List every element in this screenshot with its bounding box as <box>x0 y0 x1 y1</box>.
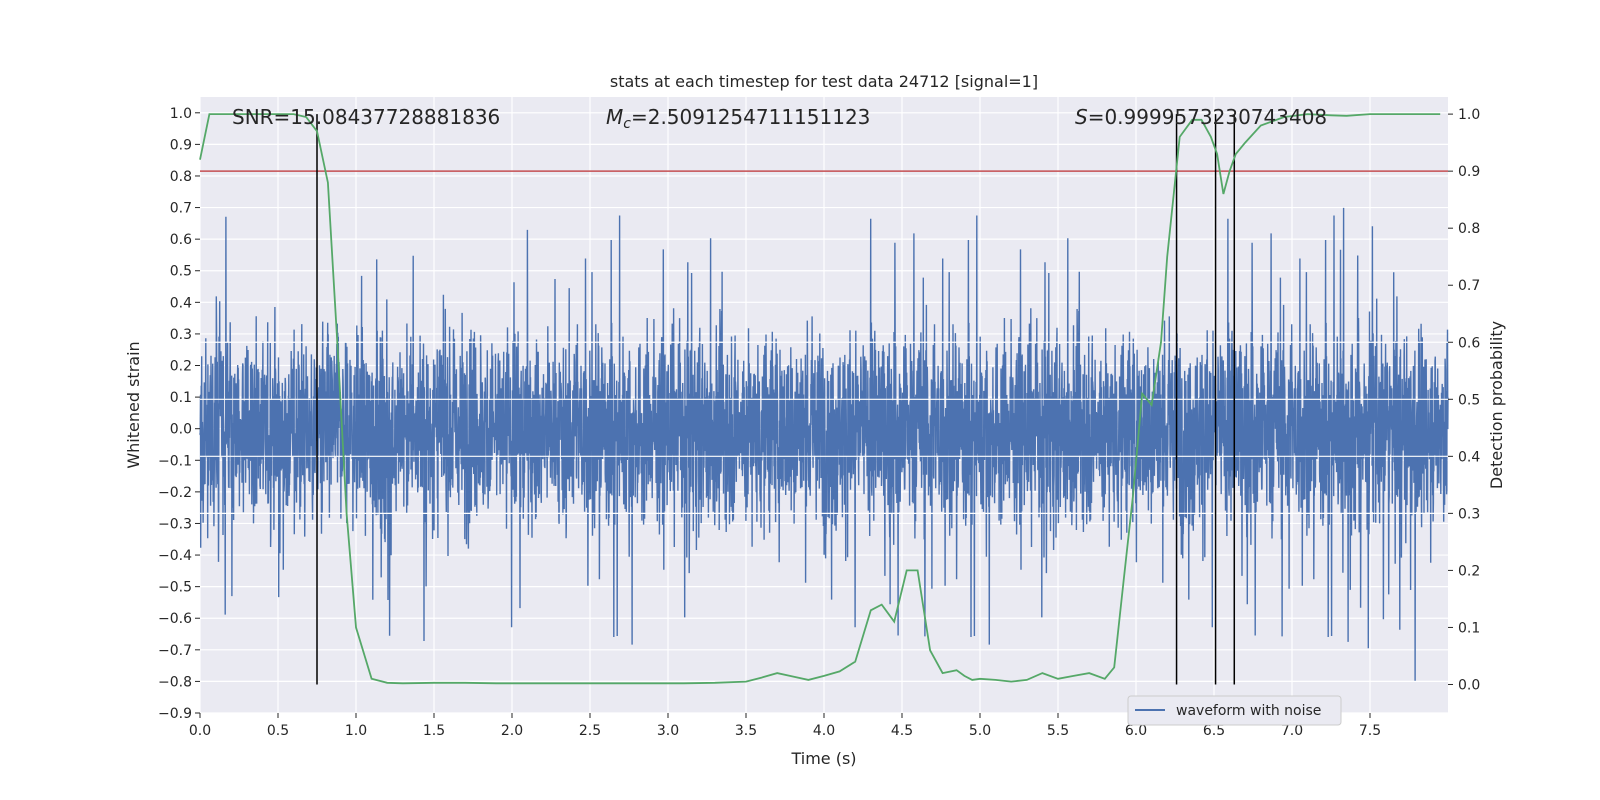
y2-axis-ticks: 0.0 0.1 0.2 0.3 0.4 0.5 0.6 0.7 0.8 0.9 1.0 <box>1448 107 1480 693</box>
y-tick-label: −0.9 <box>158 706 192 722</box>
y2-tick-label: 1.0 <box>1458 107 1480 123</box>
x-tick-label: 1.5 <box>423 723 445 739</box>
x-tick-label: 6.5 <box>1203 723 1225 739</box>
y-tick-label: −0.1 <box>158 453 192 469</box>
chart-title: stats at each timestep for test data 247… <box>610 72 1038 91</box>
legend-box <box>1127 695 1342 726</box>
mc-value: =2.5091254711151123 <box>631 105 870 129</box>
x-tick-label: 5.0 <box>969 723 991 739</box>
y-tick-label: −0.8 <box>158 674 192 690</box>
legend: waveform with noise <box>1127 695 1342 726</box>
y-tick-label: −0.3 <box>158 516 192 532</box>
y-tick-label: −0.4 <box>158 548 192 564</box>
y2-tick-label: 0.8 <box>1458 221 1480 237</box>
y-tick-label: 1.0 <box>170 106 192 122</box>
x-axis-ticks: 0.0 0.5 1.0 1.5 2.0 2.5 3.0 3.5 4.0 4.5 5.0 5.5 6.0 6… <box>189 713 1381 739</box>
mc-subscript: c <box>623 116 631 132</box>
y-tick-label: 0.6 <box>170 232 192 248</box>
y-tick-label: 0.7 <box>170 201 192 217</box>
x-tick-label: 3.0 <box>657 723 679 739</box>
probability-line <box>199 113 1441 685</box>
x-axis-label: Time (s) <box>790 749 856 768</box>
y-axis-label: Whitened strain <box>124 341 143 468</box>
y2-tick-label: 0.7 <box>1458 278 1480 294</box>
y-tick-label: 0.1 <box>170 390 192 406</box>
x-tick-label: 4.5 <box>891 723 913 739</box>
y-tick-label: 0.8 <box>170 169 192 185</box>
detection-probability-series <box>199 113 1441 685</box>
waveform-series <box>199 207 1449 681</box>
y2-tick-label: 0.4 <box>1458 449 1480 465</box>
x-tick-label: 7.5 <box>1359 723 1381 739</box>
y2-tick-label: 0.1 <box>1458 620 1480 636</box>
y2-tick-label: 0.0 <box>1458 677 1480 693</box>
y-tick-label: 0.5 <box>170 264 192 280</box>
mc-annotation: Mc=2.5091254711151123 <box>606 105 870 132</box>
x-tick-label: 2.5 <box>579 723 601 739</box>
mc-symbol: M <box>606 105 623 129</box>
snr-annotation: SNR=15.08437728881836 <box>232 105 500 129</box>
x-tick-label: 3.5 <box>735 723 757 739</box>
x-tick-label: 6.0 <box>1125 723 1147 739</box>
s-annotation: S=0.9999573230743408 <box>1075 105 1327 129</box>
y-tick-label: 0.0 <box>170 422 192 438</box>
y-tick-label: 0.2 <box>170 359 192 375</box>
waveform-line <box>199 207 1449 681</box>
legend-label: waveform with noise <box>1176 703 1321 719</box>
y2-tick-label: 0.9 <box>1458 164 1480 180</box>
y-tick-label: 0.4 <box>170 295 192 311</box>
y-tick-label: −0.6 <box>158 611 192 627</box>
x-tick-label: 5.5 <box>1047 723 1069 739</box>
x-tick-label: 1.0 <box>345 723 367 739</box>
y2-tick-label: 0.2 <box>1458 563 1480 579</box>
x-tick-label: 4.0 <box>813 723 835 739</box>
s-value: =0.9999573230743408 <box>1088 105 1327 129</box>
y2-tick-label: 0.5 <box>1458 392 1480 408</box>
x-tick-label: 7.0 <box>1281 723 1303 739</box>
x-tick-label: 2.0 <box>501 723 523 739</box>
y-tick-label: 0.3 <box>170 327 192 343</box>
y2-tick-label: 0.3 <box>1458 506 1480 522</box>
y-tick-label: −0.7 <box>158 643 192 659</box>
x-tick-label: 0.5 <box>267 723 289 739</box>
y2-tick-label: 0.6 <box>1458 335 1480 351</box>
y-tick-label: 0.9 <box>170 137 192 153</box>
y-tick-label: −0.2 <box>158 485 192 501</box>
y-axis-ticks: −0.9 −0.8 −0.7 −0.6 −0.5 −0.4 −0.3 −0.2 −0.1 0.0 0… <box>158 106 200 722</box>
y2-axis-label: Detection probability <box>1487 321 1506 489</box>
overlay-lines <box>200 114 1448 685</box>
x-tick-label: 0.0 <box>189 723 211 739</box>
s-symbol: S <box>1075 105 1088 129</box>
y-tick-label: −0.5 <box>158 580 192 596</box>
